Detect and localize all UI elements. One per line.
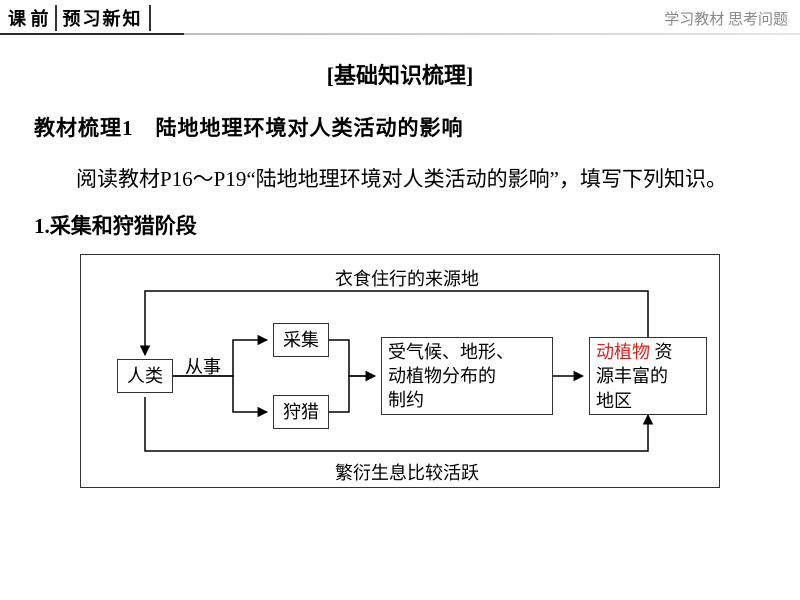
label-bottom: 繁衍生息比较活跃 bbox=[335, 459, 479, 485]
section-title: [基础知识梳理] bbox=[34, 58, 766, 90]
node-gathering: 采集 bbox=[273, 323, 329, 357]
node-region: 动植物 资 源丰富的 地区 bbox=[589, 337, 707, 415]
header-right: 学习教材 思考问题 bbox=[664, 8, 788, 29]
header-tab-2: 预习新知 bbox=[57, 5, 151, 31]
header-underline bbox=[0, 33, 800, 35]
label-engage: 从事 bbox=[185, 353, 221, 379]
node-human: 人类 bbox=[117, 359, 173, 393]
outline-level-2: 1.采集和狩猎阶段 bbox=[34, 210, 766, 240]
content: [基础知识梳理] 教材梳理1 陆地地理环境对人类活动的影响 阅读教材P16～P1… bbox=[0, 36, 800, 488]
header: 课 前 预习新知 学习教材 思考问题 bbox=[0, 0, 800, 36]
node-hunting: 狩猎 bbox=[273, 395, 329, 429]
instruction-paragraph: 阅读教材P16～P19“陆地地理环境对人类活动的影响”，填写下列知识。 bbox=[34, 158, 766, 200]
header-tab-1: 课 前 bbox=[8, 5, 57, 31]
outline-level-1: 教材梳理1 陆地地理环境对人类活动的影响 bbox=[34, 112, 766, 142]
label-top: 衣食住行的来源地 bbox=[335, 265, 479, 291]
flowchart: 人类 采集 狩猎 受气候、地形、 动植物分布的 制约 动植物 资 源丰富的 地区… bbox=[80, 254, 720, 488]
node-constraint: 受气候、地形、 动植物分布的 制约 bbox=[381, 337, 553, 415]
header-left: 课 前 预习新知 bbox=[8, 5, 151, 31]
